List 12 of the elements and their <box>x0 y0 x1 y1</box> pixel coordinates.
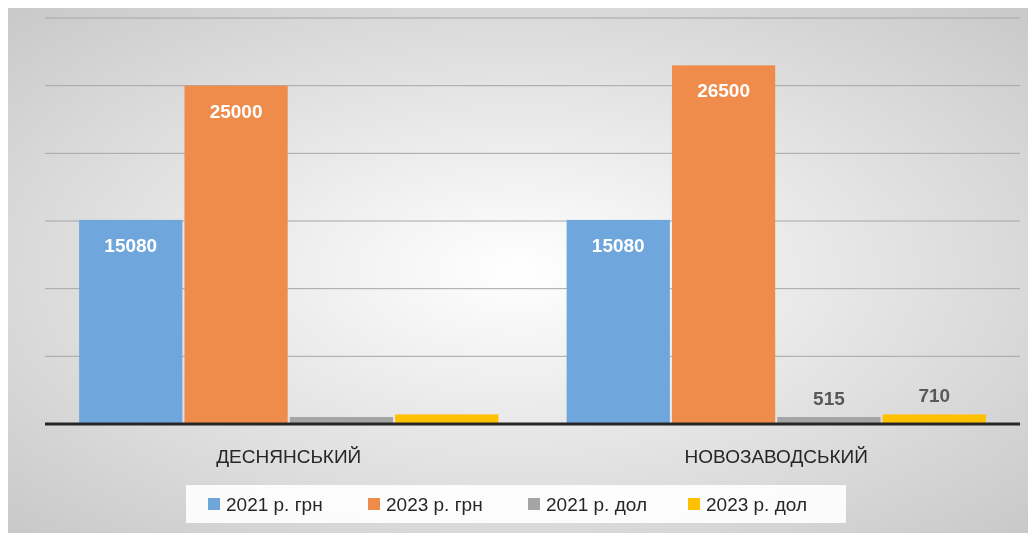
data-label: 710 <box>918 385 951 407</box>
data-label: 15080 <box>104 234 158 256</box>
legend-label: 2023 р. дол <box>706 494 807 515</box>
data-label: 15080 <box>591 234 645 256</box>
legend-label: 2023 р. грн <box>386 494 483 515</box>
data-label: 26500 <box>697 80 750 102</box>
legend-label: 2021 р. грн <box>226 494 323 515</box>
legend-label: 2021 р. дол <box>546 494 647 515</box>
data-label: 515 <box>813 388 846 410</box>
x-tick-label: ДЕСНЯНСЬКИЙ <box>216 446 362 467</box>
data-label: 25000 <box>209 100 263 122</box>
x-tick-label: НОВОЗАВОДСЬКИЙ <box>684 446 868 467</box>
